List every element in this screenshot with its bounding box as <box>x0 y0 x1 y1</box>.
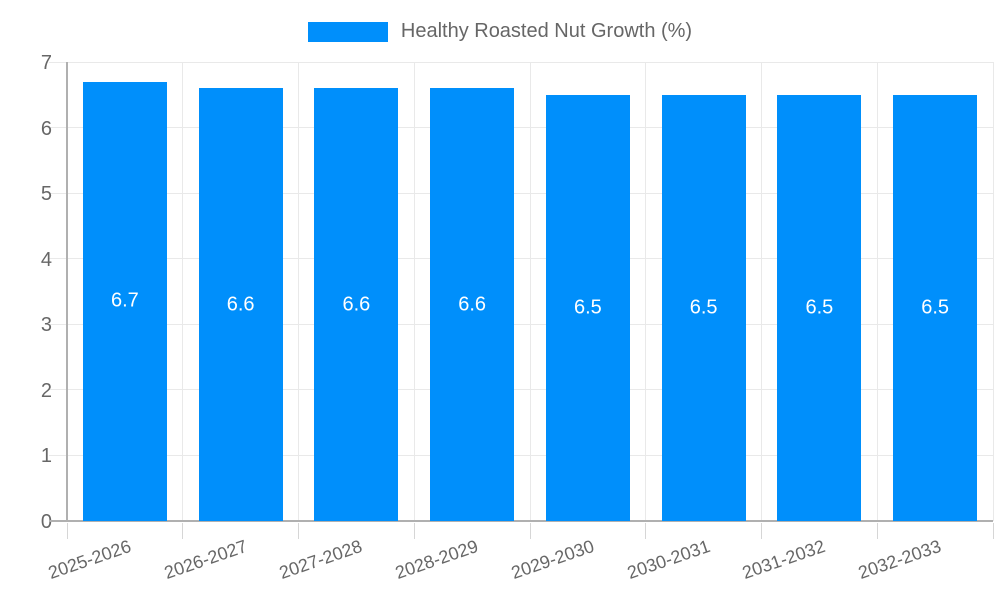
x-gridline <box>645 62 647 521</box>
x-axis-tick <box>992 523 994 539</box>
x-axis-tick <box>529 523 531 539</box>
x-gridline <box>529 62 531 521</box>
x-axis-label: 2031-2032 <box>739 536 828 583</box>
x-axis-label: 2028-2029 <box>392 536 481 583</box>
x-gridline <box>182 62 184 521</box>
x-axis-tick <box>182 523 184 539</box>
x-gridline <box>413 62 415 521</box>
y-axis-line <box>66 62 68 521</box>
bar[interactable]: 6.6 <box>314 88 399 521</box>
y-gridline <box>49 389 993 391</box>
y-axis-label: 0 <box>40 511 52 533</box>
x-axis-label: 2030-2031 <box>624 536 713 583</box>
bar[interactable]: 6.6 <box>198 88 283 521</box>
bar[interactable]: 6.5 <box>545 94 630 521</box>
bar-value-label: 6.6 <box>458 293 487 316</box>
y-gridline <box>49 258 993 260</box>
bar[interactable]: 6.5 <box>777 94 862 521</box>
bar-value-label: 6.7 <box>110 289 139 312</box>
x-axis-label: 2027-2028 <box>276 536 365 583</box>
bar-value-label: 6.5 <box>921 296 950 319</box>
y-gridline <box>49 61 993 63</box>
bar-value-label: 6.6 <box>226 293 255 316</box>
bar[interactable]: 6.5 <box>893 94 978 521</box>
bar-value-label: 6.5 <box>805 296 834 319</box>
y-axis-label: 4 <box>40 248 52 271</box>
y-axis-label: 1 <box>40 445 52 468</box>
x-gridline <box>761 62 762 521</box>
legend-label: Healthy Roasted Nut Growth (%) <box>400 20 693 42</box>
bar[interactable]: 6.5 <box>661 94 746 521</box>
x-gridline <box>298 62 299 521</box>
legend-marker <box>307 21 388 42</box>
x-axis-line <box>49 520 993 522</box>
bar-value-label: 6.6 <box>342 293 371 316</box>
x-gridline <box>876 62 878 521</box>
y-axis-label: 2 <box>40 379 52 402</box>
bar[interactable]: 6.7 <box>82 81 167 521</box>
x-axis-tick <box>876 523 878 539</box>
x-axis-tick <box>761 523 762 539</box>
x-axis-tick <box>413 523 415 539</box>
y-gridline <box>49 127 993 129</box>
x-axis-label: 2026-2027 <box>161 536 250 583</box>
x-axis-tick <box>645 523 647 539</box>
x-axis-tick <box>66 523 68 539</box>
y-gridline <box>49 454 993 456</box>
y-axis-label: 6 <box>40 117 52 140</box>
chart-legend: Healthy Roasted Nut Growth (%) <box>0 20 1000 43</box>
x-axis-label: 2025-2026 <box>45 536 134 583</box>
legend-item[interactable]: Healthy Roasted Nut Growth (%) <box>307 20 693 43</box>
y-gridline <box>49 323 993 325</box>
bar[interactable]: 6.6 <box>430 88 515 521</box>
bar-value-label: 6.5 <box>573 296 602 319</box>
x-gridline <box>992 62 994 521</box>
x-axis-label: 2032-2033 <box>855 536 944 583</box>
bar-value-label: 6.5 <box>689 296 718 319</box>
x-axis-label: 2029-2030 <box>508 536 597 583</box>
y-gridline <box>49 192 993 194</box>
y-axis-label: 3 <box>40 314 52 337</box>
y-axis-label: 7 <box>40 52 52 74</box>
x-axis-tick <box>298 523 299 539</box>
y-axis-label: 5 <box>40 183 52 206</box>
